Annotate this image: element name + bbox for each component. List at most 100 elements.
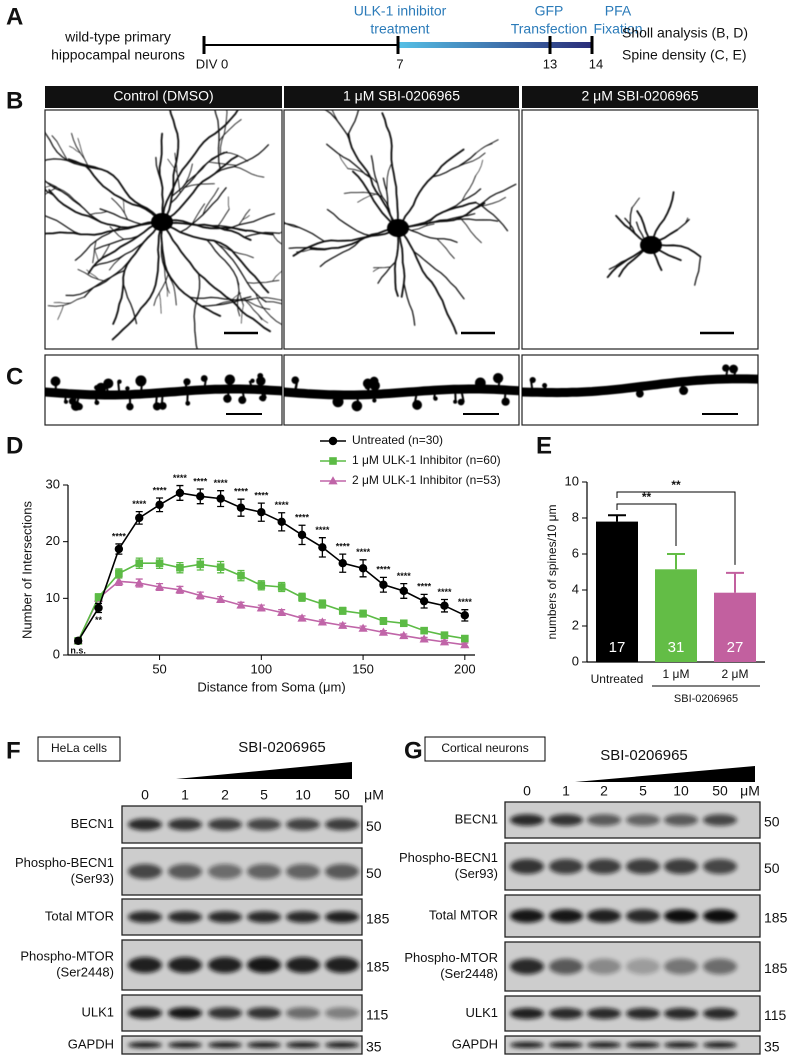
dendrite [403, 282, 416, 326]
blot-band [510, 1042, 544, 1048]
dendrite [347, 132, 399, 229]
row-label: Phospho-BECN1 [399, 850, 498, 865]
spine-head [224, 374, 236, 385]
dendrite [202, 187, 219, 216]
y-tick-label: 20 [46, 533, 60, 548]
row-label: Phospho-BECN1 [15, 855, 114, 870]
legend-label: Untreated (n=30) [352, 433, 443, 447]
blot-band [325, 818, 359, 831]
marker [257, 581, 266, 590]
dendrite [161, 221, 271, 333]
blot-band [587, 909, 621, 923]
blot-band [208, 818, 242, 831]
dendrite [326, 208, 373, 237]
row-label: Total MTOR [45, 908, 114, 923]
dendrite [219, 110, 228, 155]
marker [176, 563, 184, 572]
dendrite [179, 187, 227, 233]
blot-band [549, 814, 583, 826]
marker [237, 571, 245, 580]
dose-label: 5 [639, 783, 647, 799]
timepoint-label: 14 [589, 56, 603, 71]
row-label: (Ser2448) [56, 964, 114, 979]
dendrite [45, 185, 52, 188]
dendrite [213, 239, 267, 303]
dendrite [432, 213, 476, 223]
legend-marker [328, 436, 338, 446]
dendrite [397, 201, 477, 229]
significance-label: **** [234, 487, 249, 497]
bar-n-label: 17 [609, 639, 626, 656]
significance-label: **** [275, 500, 290, 510]
bar-n-label: 31 [668, 639, 685, 656]
dendrite [200, 296, 252, 307]
blot-band [626, 909, 660, 923]
blot-band [664, 958, 698, 975]
y-tick-label: 4 [572, 581, 579, 596]
dendrite [326, 143, 372, 179]
neuron [45, 110, 282, 349]
spine-head [729, 364, 738, 374]
marker [399, 586, 408, 596]
marker [460, 611, 470, 620]
marker [297, 530, 307, 540]
molecular-weight: 35 [764, 1039, 780, 1055]
dendrite [92, 240, 97, 264]
dendrite [191, 203, 206, 225]
dose-label: 2 [600, 783, 608, 799]
spine-head [291, 376, 300, 384]
significance-label: **** [214, 478, 229, 488]
marker [94, 603, 103, 613]
molecular-weight: 185 [764, 960, 788, 976]
blot-band [510, 858, 544, 875]
molecular-weight: 50 [764, 814, 780, 830]
marker [114, 544, 124, 554]
spine-head [364, 383, 371, 390]
row-label: BECN1 [455, 811, 498, 826]
dendrite [397, 227, 458, 335]
dendrite [413, 250, 465, 300]
blot-band [247, 911, 281, 923]
dendrite [244, 299, 263, 321]
blot-band [286, 911, 320, 923]
dendrite [284, 222, 326, 243]
legend-label: 2 μM ULK-1 Inhibitor (n=53) [352, 473, 501, 487]
dendrite [99, 208, 143, 226]
dendrite [377, 261, 397, 284]
spine-head [259, 395, 267, 402]
dendrite [460, 218, 482, 244]
transfection-label: GFP [535, 3, 564, 19]
dendrite [122, 283, 138, 325]
spine-head [453, 399, 458, 404]
blot-band [626, 814, 660, 826]
spine-head [223, 394, 232, 403]
marker [236, 503, 246, 512]
cell-type-box [424, 736, 546, 762]
marker [277, 583, 286, 591]
bar [596, 521, 638, 662]
dendrite [357, 193, 377, 203]
blot-band [168, 911, 202, 923]
marker [440, 631, 449, 639]
dendrite [208, 161, 237, 166]
significance-label: **** [112, 531, 127, 541]
blot-band [703, 909, 737, 923]
marker [114, 576, 124, 585]
legend-marker [329, 457, 337, 465]
blot-band [128, 863, 162, 880]
marker [419, 596, 429, 606]
blot-band [587, 1007, 621, 1020]
marker [399, 630, 409, 640]
molecular-weight: 115 [764, 1007, 787, 1023]
spine-head [158, 402, 167, 410]
spine-head [103, 378, 114, 389]
spine-head [200, 375, 208, 382]
marker [338, 559, 347, 568]
marker [318, 600, 327, 608]
dendrite [84, 164, 163, 223]
dendrite [238, 209, 251, 226]
dendrite [694, 256, 702, 286]
marker [277, 607, 287, 616]
marker [317, 617, 327, 626]
dendrite [471, 183, 517, 211]
